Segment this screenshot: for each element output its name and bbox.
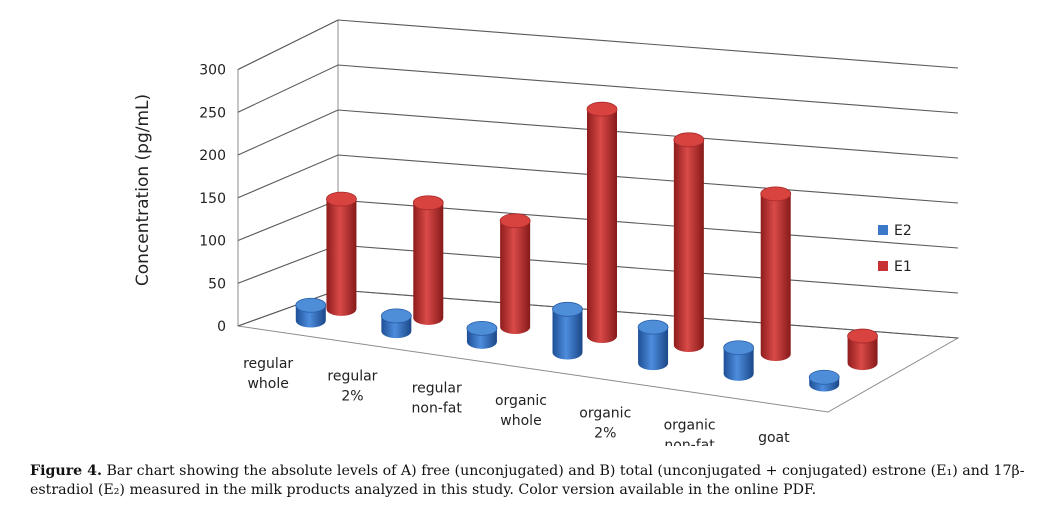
x-tick-label: regular 2% <box>327 368 377 404</box>
figure-caption: Figure 4. Bar chart showing the absolute… <box>30 462 1040 500</box>
bar-e2 <box>380 308 412 339</box>
x-tick-label: regular non-fat <box>412 381 463 417</box>
bar-e2 <box>808 369 840 392</box>
bar-e2 <box>637 319 669 371</box>
bar-e2 <box>723 340 755 381</box>
gridline <box>237 154 959 204</box>
chart-panel: 0 50 100 150 200 250 300 regular whole regular 2%… <box>128 0 1050 446</box>
x-tick-label: organic non-fat <box>664 418 716 446</box>
y-tick-label: 50 <box>208 276 226 292</box>
x-tick-label: regular whole <box>243 356 293 392</box>
y-tick-label: 0 <box>217 319 226 335</box>
bar-e1 <box>847 328 878 371</box>
bar-e2 <box>295 297 327 328</box>
x-tick-label: organic 2% <box>579 405 631 441</box>
bar-e2 <box>552 301 583 360</box>
legend-label: E2 <box>894 223 912 239</box>
bar-e1 <box>412 195 444 325</box>
y-tick-label: 250 <box>199 105 226 121</box>
bar-e2 <box>466 320 498 349</box>
y-tick-label: 150 <box>199 191 226 207</box>
bar-e1 <box>760 186 792 362</box>
left-wall <box>237 19 339 327</box>
bar-e1 <box>673 132 705 353</box>
x-tick-label: goat <box>758 430 790 446</box>
gridline <box>237 64 959 114</box>
bar-e1 <box>586 101 618 343</box>
x-tick-label: organic whole <box>495 393 547 429</box>
bar-e1 <box>499 213 531 334</box>
bar-chart: 0 50 100 150 200 250 300 regular whole regular 2%… <box>133 19 960 446</box>
y-tick-label: 200 <box>199 148 226 164</box>
gridline <box>237 109 959 159</box>
gridline <box>237 19 959 70</box>
y-tick-label: 300 <box>199 63 226 79</box>
y-tick-label: 100 <box>199 234 226 250</box>
legend-swatch <box>878 261 888 271</box>
legend-swatch <box>878 225 888 235</box>
bar-e1 <box>326 191 357 316</box>
y-axis-label: Concentration (pg/mL) <box>133 94 153 286</box>
legend-label: E1 <box>894 259 912 275</box>
caption-text: Bar chart showing the absolute levels of… <box>30 463 1025 498</box>
caption-label: Figure 4. <box>30 463 102 479</box>
